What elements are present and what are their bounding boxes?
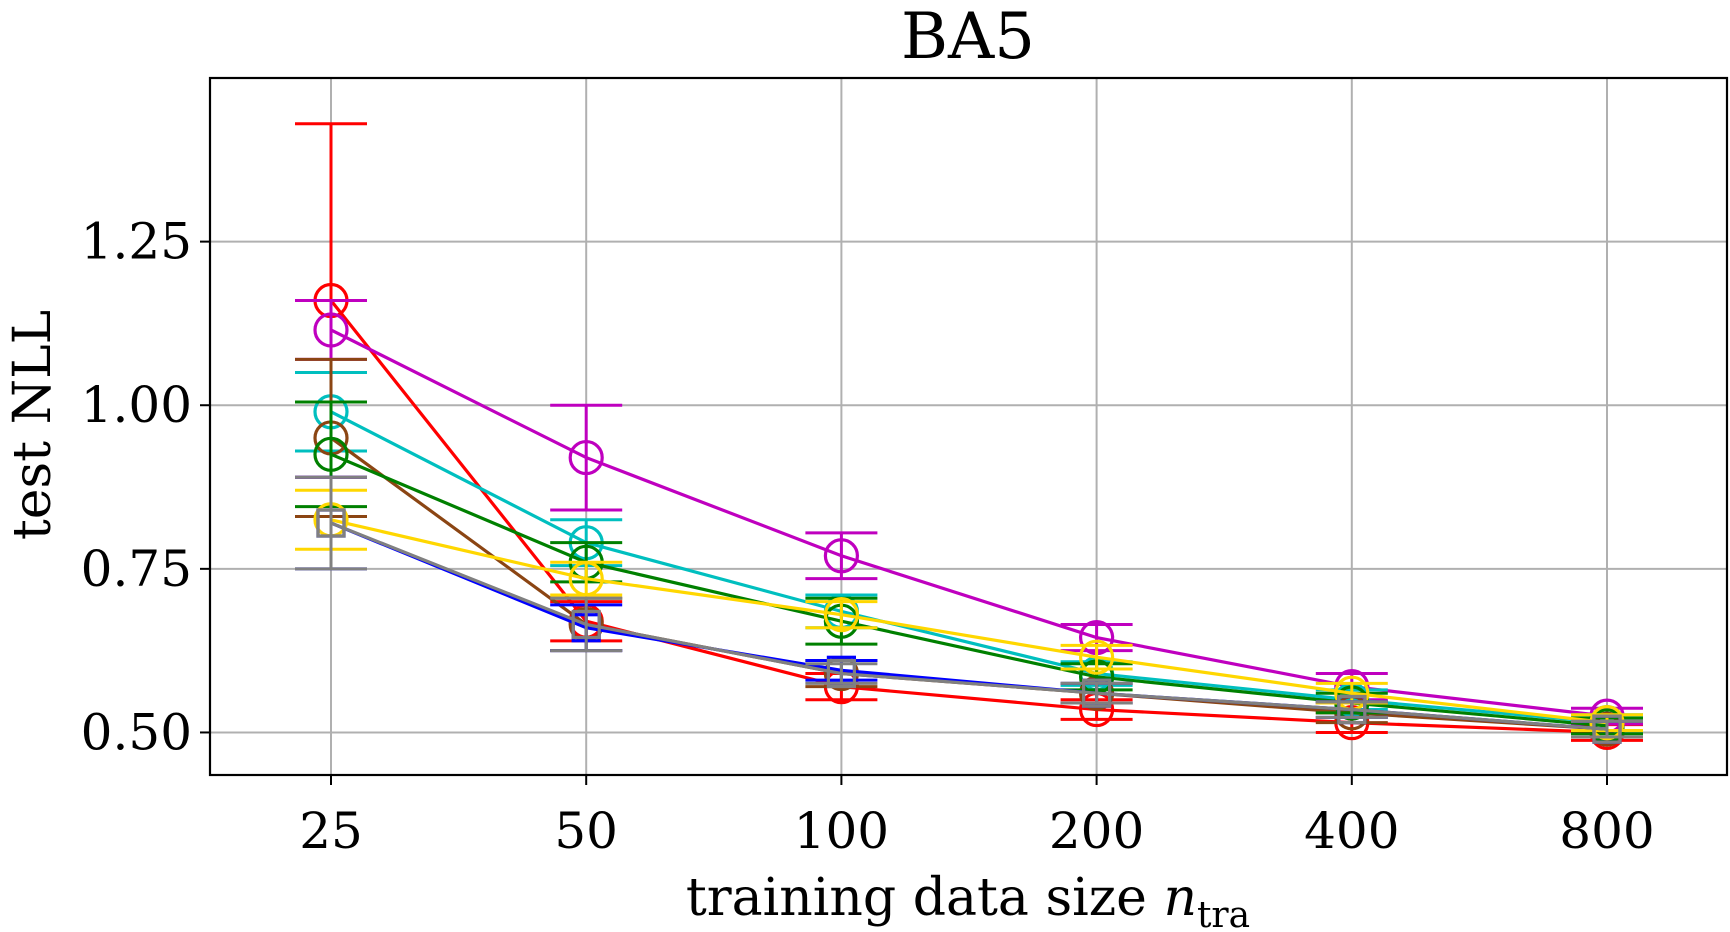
data-point-circle [313,312,349,348]
data-point-circle [313,436,349,472]
x-tick-label: 100 [794,802,889,860]
x-axis-label-sub: tra [1197,895,1250,932]
data-point-square [316,508,346,538]
series-red [295,122,1643,751]
y-axis-label: test NLL [3,310,63,540]
series-gray [295,475,1643,744]
series-line [329,299,1608,735]
series-line [330,436,1608,731]
data-point-circle [823,597,860,633]
y-tick-label: 1.25 [81,213,192,271]
data-point-circle [568,561,604,597]
series-line [330,328,1608,718]
x-tick-label: 50 [554,802,618,860]
x-axis: 25 50 100 200 400 800 [299,775,1655,860]
grid [210,78,1727,775]
data-point-square [571,609,601,640]
data-point-circle [1078,639,1115,675]
series-line [330,521,1608,731]
x-axis-label: training data size ntra [686,868,1250,932]
y-axis: 0.50 0.75 1.00 1.25 [81,213,210,761]
data-point-square [1592,714,1622,744]
series-line [330,518,1608,725]
x-tick-label: 25 [299,802,363,860]
y-tick-label: 1.00 [81,376,192,434]
chart-title: BA5 [901,0,1035,74]
series-line [330,410,1608,725]
x-axis-label-text: training data size [686,868,1164,928]
y-tick-label: 0.50 [81,703,192,761]
series-brown [295,357,1643,747]
data-point-square [1337,694,1367,725]
series-line [330,452,1608,728]
data-point-square [1081,678,1112,708]
series-magenta [295,299,1643,734]
x-tick-label: 200 [1049,802,1144,860]
data-point-circle [568,439,604,476]
x-tick-label: 800 [1559,802,1654,860]
series-gold [295,488,1643,741]
data-point-circle [823,538,860,574]
series-layer [295,122,1643,751]
series-green [295,400,1643,744]
x-axis-label-var: n [1163,868,1197,928]
y-tick-label: 0.75 [81,540,192,598]
data-point-square [826,658,857,689]
plot-frame [208,76,1729,777]
x-tick-label: 400 [1304,802,1399,860]
